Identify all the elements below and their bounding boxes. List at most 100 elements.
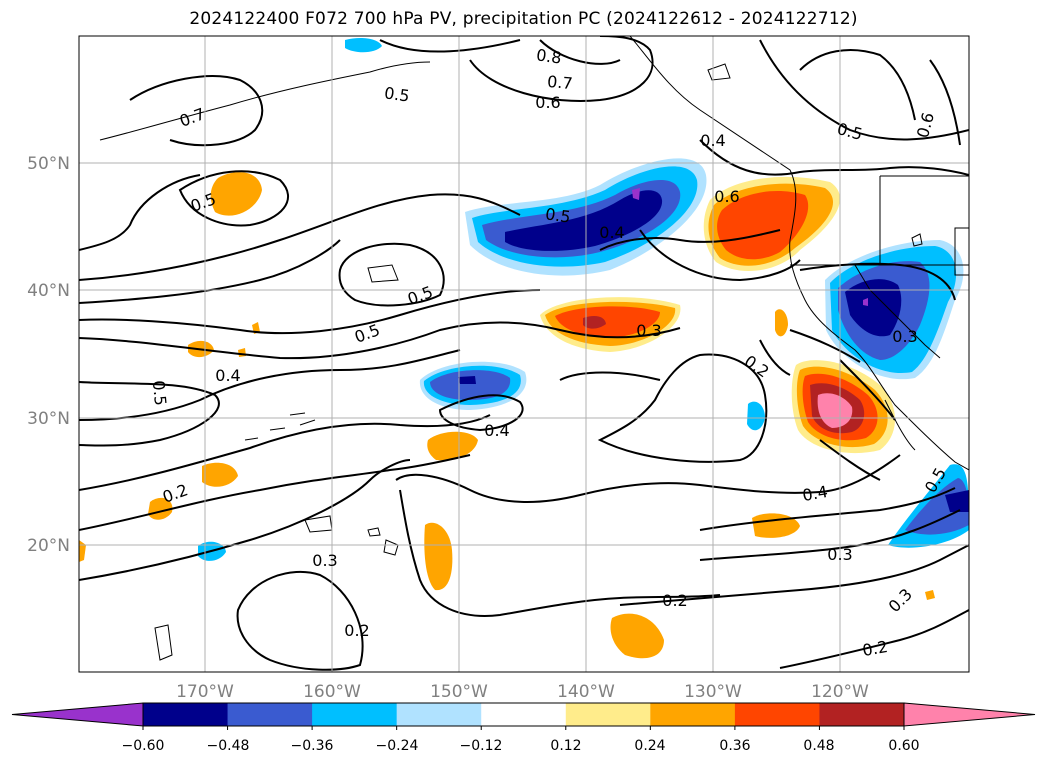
- contour-label-text: 0.2: [344, 621, 369, 640]
- shade-blob: [148, 497, 173, 520]
- pv-contours: [79, 36, 969, 671]
- colorbar-segment: [481, 703, 567, 726]
- colorbar-extend-right: [903, 702, 1036, 727]
- colorbar-outline: [142, 702, 905, 727]
- contour-label: 0.4: [215, 366, 240, 385]
- shade-blob: [458, 376, 476, 384]
- pv-contour: [779, 609, 969, 669]
- contour-label-text: 0.4: [801, 482, 829, 505]
- pv-contour: [79, 381, 220, 447]
- shade-blob: [775, 309, 788, 337]
- pv-contour: [839, 359, 896, 421]
- shade-blob: [717, 191, 809, 260]
- hawaii-islands: [367, 527, 381, 537]
- shade-blob: [863, 298, 868, 306]
- pv-contour: [759, 339, 791, 376]
- colorbar-tick-label: 0.36: [719, 738, 750, 754]
- lon-label: 170°W: [176, 682, 234, 702]
- contour-label-text: 0.2: [861, 637, 889, 660]
- lat-label: 20°N: [27, 536, 70, 556]
- pv-contour: [79, 289, 541, 335]
- pv-contour: [79, 459, 411, 581]
- colorbar-ticks: −0.60 −0.48 −0.36 −0.24 −0.12 0.12 0.24 …: [122, 738, 920, 754]
- colorbar-segment: [396, 703, 482, 726]
- coastline: [99, 61, 431, 141]
- lon-label: 160°W: [303, 682, 361, 702]
- pv-contour: [789, 329, 861, 363]
- coastlines: [99, 36, 969, 661]
- gridlines: [79, 36, 969, 672]
- map-frame: [78, 35, 970, 673]
- contour-label: 0.4: [700, 131, 725, 150]
- contour-label: 0.5: [149, 380, 170, 407]
- colorbar-extend-left: [11, 702, 144, 727]
- island: [367, 264, 399, 283]
- contour-label-text: 0.4: [700, 131, 725, 150]
- pv-contour: [236, 570, 364, 671]
- colorbar-tick-label: 0.24: [634, 738, 665, 754]
- hawaii-islands: [244, 412, 316, 441]
- contour-label: 0.7: [546, 72, 573, 93]
- colorbar-tick-label: 0.48: [803, 738, 834, 754]
- pv-contour: [79, 321, 681, 360]
- colorbar-segment: [143, 703, 229, 726]
- contour-label-text: 0.6: [714, 187, 739, 206]
- contour-label-text: 0.6: [535, 93, 560, 112]
- pv-contour: [79, 193, 521, 281]
- colorbar-tick-label: −0.24: [376, 738, 419, 754]
- lon-label: 150°W: [430, 682, 488, 702]
- contour-label-text: 0.4: [215, 366, 240, 385]
- contour-label: 0.4: [801, 482, 829, 505]
- contour-label: 0.3: [827, 545, 852, 564]
- pv-contour: [819, 439, 881, 481]
- contour-label-text: 0.7: [546, 72, 573, 93]
- shade-blob: [817, 393, 853, 428]
- pv-contour: [129, 75, 264, 147]
- pv-contour: [699, 139, 969, 176]
- shade-blob: [210, 172, 262, 216]
- pv-contour: [395, 454, 901, 503]
- contour-label: 0.2: [861, 637, 889, 660]
- colorbar-segment: [650, 703, 736, 726]
- shade-blob: [505, 190, 663, 251]
- shade-blob: [427, 431, 478, 461]
- contour-label-text: 0.2: [662, 591, 687, 610]
- pv-contour: [338, 242, 445, 307]
- pv-contour: [759, 39, 969, 141]
- lat-label: 30°N: [27, 409, 70, 429]
- contour-label-text: 0.3: [312, 551, 337, 570]
- shade-blob: [925, 590, 935, 600]
- colorbar-segment: [227, 703, 313, 726]
- hawaii-islands: [383, 539, 399, 556]
- pv-contour: [379, 39, 521, 53]
- shade-blob: [430, 370, 511, 400]
- colorbar-tick-label: −0.12: [460, 738, 503, 754]
- island: [154, 624, 173, 661]
- shade-blob: [945, 490, 969, 512]
- lat-label: 50°N: [27, 154, 70, 174]
- shade-blob: [555, 306, 660, 338]
- colorbar-tick-label: 0.60: [888, 738, 919, 754]
- pv-contour: [438, 394, 524, 432]
- pv-contour: [469, 36, 654, 102]
- coastline: [629, 36, 969, 471]
- contour-label-text: 0.3: [827, 545, 852, 564]
- contour-label: 0.3: [892, 327, 917, 346]
- colorbar-segment: [819, 703, 905, 726]
- colorbar-tick-label: −0.48: [207, 738, 250, 754]
- pv-contour: [539, 39, 621, 65]
- pv-contour: [929, 59, 961, 146]
- shade-blob: [845, 279, 902, 337]
- colorbar-tick-label: −0.60: [122, 738, 165, 754]
- pv-contour: [699, 487, 956, 531]
- contour-label: 0.4: [484, 421, 509, 440]
- pv-contour: [559, 371, 661, 381]
- shade-blob: [202, 462, 238, 487]
- contour-label: 0.6: [714, 187, 739, 206]
- shade-blob: [610, 613, 664, 659]
- lon-label: 130°W: [684, 682, 742, 702]
- pv-contour: [79, 349, 461, 421]
- contour-label: 0.5: [383, 83, 411, 105]
- island: [707, 63, 731, 81]
